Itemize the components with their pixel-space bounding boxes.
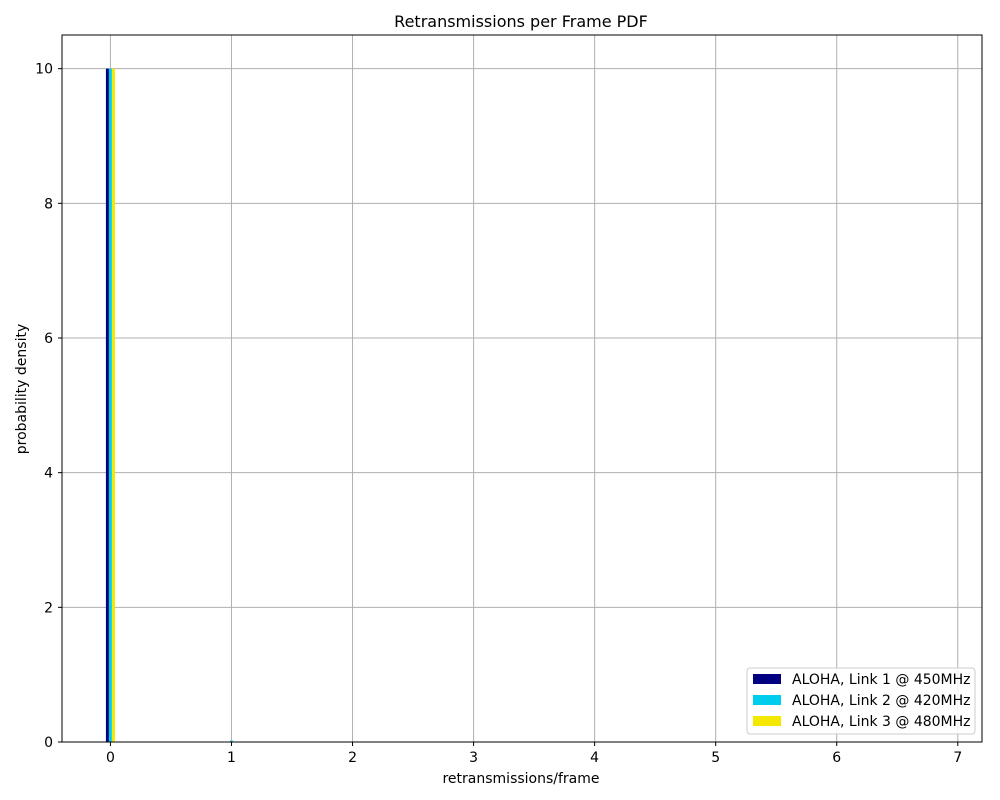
- legend-swatch-3: [753, 716, 781, 726]
- legend-label-2: ALOHA, Link 2 @ 420MHz: [792, 693, 971, 709]
- y-tick-label-5: 10: [35, 62, 53, 78]
- x-tick-label-5: 5: [711, 750, 720, 766]
- legend: ALOHA, Link 1 @ 450MHz ALOHA, Link 2 @ 42…: [746, 667, 976, 735]
- bar-series2-x0: [108, 68, 112, 742]
- x-tick-label-2: 2: [348, 750, 357, 766]
- bar-series2-x1: [229, 740, 233, 742]
- x-tick-label-0: 0: [106, 750, 115, 766]
- bar-series3-x0: [111, 68, 115, 742]
- ticks: 0 1 2 3 4 5 6 7 0 2 4 6 8 10: [35, 62, 962, 766]
- grid-lines: [62, 35, 982, 743]
- y-tick-label-4: 8: [44, 196, 53, 212]
- bars: [105, 68, 233, 742]
- legend-swatch-1: [753, 674, 781, 684]
- legend-swatch-2: [753, 695, 781, 705]
- bar-series1-x0: [105, 68, 109, 742]
- x-tick-label-1: 1: [227, 750, 236, 766]
- x-tick-label-6: 6: [832, 750, 841, 766]
- x-axis-label: retransmissions/frame: [442, 771, 599, 787]
- y-tick-label-1: 2: [44, 600, 53, 616]
- chart-title: Retransmissions per Frame PDF: [394, 12, 648, 31]
- legend-label-1: ALOHA, Link 1 @ 450MHz: [792, 672, 971, 688]
- x-tick-label-4: 4: [590, 750, 599, 766]
- legend-label-3: ALOHA, Link 3 @ 480MHz: [792, 714, 971, 730]
- y-axis-label: probability density: [14, 324, 30, 454]
- y-tick-label-2: 4: [44, 466, 53, 482]
- legend-box: [746, 667, 976, 735]
- y-tick-label-0: 0: [44, 735, 53, 751]
- plot-frame: [61, 34, 983, 743]
- x-tick-label-3: 3: [469, 750, 478, 766]
- y-tick-label-3: 6: [44, 331, 53, 347]
- x-tick-label-7: 7: [953, 750, 962, 766]
